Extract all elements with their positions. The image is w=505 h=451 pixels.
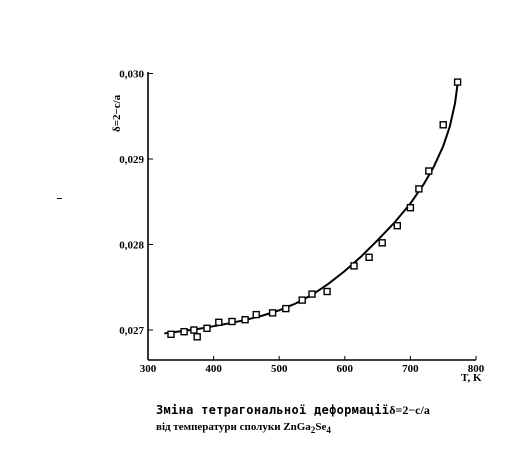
y-tick-label: 0,029 (119, 154, 144, 166)
x-axis-title: T, K (461, 372, 482, 384)
data-point (406, 203, 415, 212)
data-point (190, 326, 198, 334)
data-point (439, 121, 447, 129)
data-point (298, 296, 306, 304)
axes (147, 72, 477, 361)
x-tick-label: 800 (468, 363, 485, 375)
data-point (378, 239, 386, 247)
data-point (365, 253, 373, 262)
data-point (203, 324, 211, 332)
stray-mark (57, 198, 62, 199)
scatter-chart: 300 400 500 600 700 800 0,0270,0280,0290,030 … (111, 69, 485, 385)
data-point (180, 328, 188, 336)
data-point (241, 316, 249, 324)
data-point (350, 262, 358, 270)
caption-subscript-1: 2 (310, 425, 316, 436)
caption-se: Se (315, 421, 327, 433)
data-point (193, 333, 201, 341)
y-axis-title: δ=2−c/a (111, 94, 123, 132)
data-point (228, 317, 236, 326)
data-point (167, 330, 175, 338)
data-point (323, 287, 331, 296)
x-tick-label: 600 (337, 363, 354, 375)
y-tick-label: 0,027 (119, 325, 144, 337)
data-point (308, 290, 316, 298)
x-tick-label: 700 (402, 363, 419, 375)
figure-caption-line-1: Зміна тетрагональної деформаціїδ=2−c/a (156, 403, 501, 418)
data-point (393, 221, 401, 230)
data-point (268, 309, 277, 317)
data-point (415, 185, 423, 193)
x-tick-label: 300 (140, 363, 157, 375)
x-tick-label: 500 (271, 363, 288, 375)
caption-prefix: від температури сполуки ZnGa (156, 421, 311, 433)
data-point (453, 78, 462, 86)
caption-subscript-2: 4 (326, 425, 331, 436)
x-tick-labels: 300 400 500 600 700 800 (140, 363, 485, 375)
data-point (215, 318, 223, 326)
y-tick-label: 0,028 (119, 240, 144, 252)
y-tick-label: 0,030 (119, 69, 144, 81)
caption-formula: δ=2−c/a (389, 403, 430, 417)
caption-text: Зміна тетрагональної деформації (156, 403, 390, 417)
data-points (167, 78, 462, 341)
x-tick-label: 400 (205, 363, 222, 375)
y-tick-labels: 0,027 0,028 0,029 0,030 (119, 69, 144, 338)
figure-caption-line-2: від температури сполуки ZnGa2Se4 (156, 421, 501, 435)
data-point (252, 310, 260, 319)
data-point (282, 304, 290, 313)
data-point (425, 167, 433, 175)
